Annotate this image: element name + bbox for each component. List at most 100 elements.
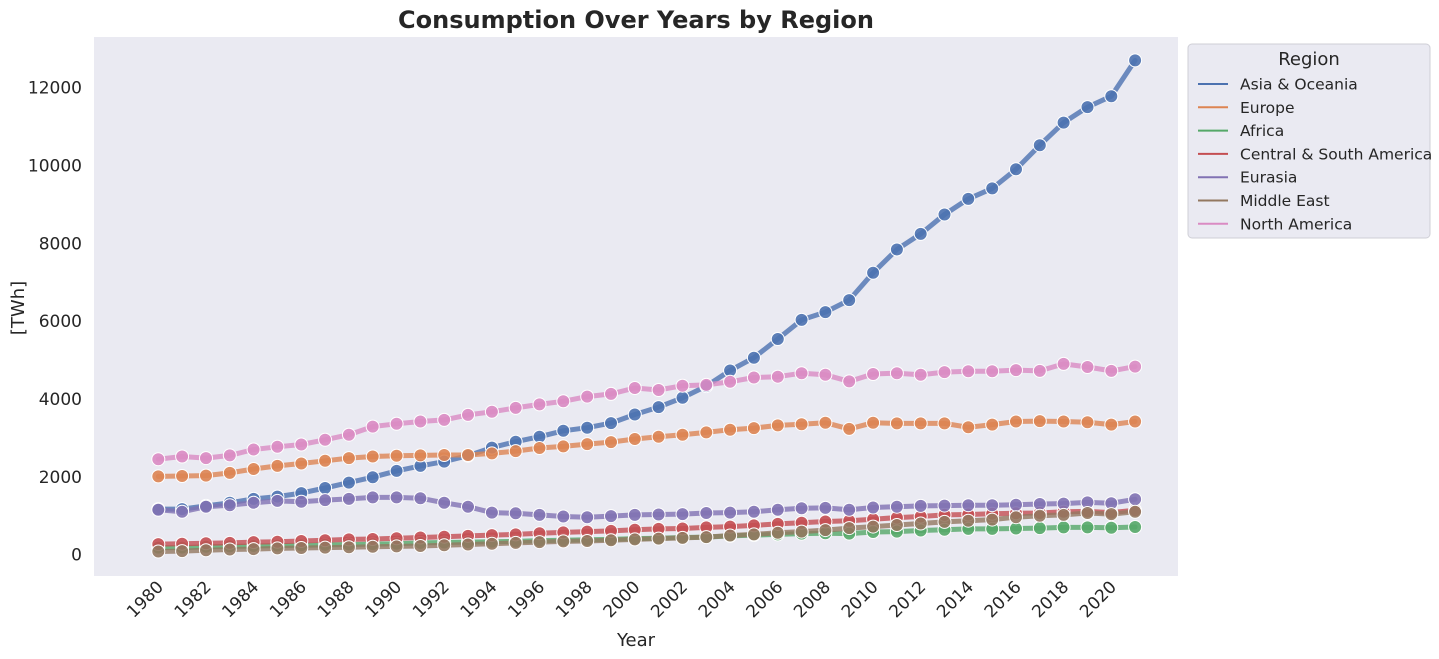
data-point-north-america	[413, 414, 428, 429]
data-point-middle-east	[651, 531, 666, 546]
data-point-europe	[508, 444, 523, 459]
data-point-asia-oceania	[1104, 89, 1119, 104]
data-point-middle-east	[604, 533, 618, 548]
series-points-eurasia	[151, 490, 1143, 525]
data-point-asia-oceania	[604, 416, 618, 431]
data-point-asia-oceania	[746, 350, 761, 365]
data-point-middle-east	[580, 534, 595, 548]
x-tick-label: 2006	[743, 577, 788, 622]
legend-label: Europe	[1240, 99, 1295, 117]
data-point-europe	[770, 418, 785, 433]
data-point-eurasia	[651, 507, 666, 522]
data-point-eurasia	[461, 499, 475, 514]
data-point-eurasia	[341, 491, 356, 506]
data-point-eurasia	[222, 498, 237, 513]
data-point-eurasia	[389, 490, 404, 505]
data-point-africa	[1032, 521, 1047, 536]
data-point-middle-east	[818, 523, 833, 538]
data-point-eurasia	[175, 504, 190, 519]
y-tick-label: 6000	[39, 312, 82, 332]
data-point-middle-east	[794, 524, 809, 539]
data-point-europe	[1032, 414, 1047, 429]
data-point-asia-oceania	[365, 470, 380, 485]
data-point-eurasia	[627, 507, 642, 522]
data-point-europe	[746, 421, 761, 436]
data-point-north-america	[1009, 363, 1023, 378]
series-points-north-america	[151, 356, 1143, 467]
data-point-north-america	[746, 370, 761, 385]
data-point-middle-east	[365, 539, 380, 554]
data-point-north-america	[842, 374, 857, 389]
data-point-africa	[1056, 520, 1071, 535]
data-point-middle-east	[270, 541, 285, 556]
data-point-europe	[1056, 414, 1071, 429]
data-point-middle-east	[532, 535, 547, 550]
data-point-north-america	[580, 389, 595, 404]
data-point-eurasia	[318, 493, 333, 508]
data-point-eurasia	[842, 502, 857, 517]
data-point-eurasia	[770, 502, 785, 517]
data-point-eurasia	[1009, 497, 1023, 512]
data-point-middle-east	[318, 540, 333, 555]
data-point-north-america	[627, 381, 642, 395]
x-axis-label: Year	[616, 630, 656, 651]
data-point-europe	[580, 437, 595, 452]
data-point-europe	[627, 432, 642, 446]
data-point-europe	[913, 416, 928, 431]
chart-title: Consumption Over Years by Region	[398, 6, 874, 34]
data-point-asia-oceania	[1080, 100, 1095, 115]
data-point-north-america	[675, 378, 690, 393]
x-tick-label: 2008	[790, 577, 835, 622]
data-point-asia-oceania	[937, 207, 952, 222]
data-point-asia-oceania	[985, 181, 1000, 196]
data-point-eurasia	[889, 499, 904, 514]
data-point-north-america	[699, 377, 714, 392]
y-axis-label: [TWh]	[8, 281, 29, 335]
data-point-middle-east	[341, 540, 356, 555]
data-point-europe	[961, 420, 976, 435]
data-point-eurasia	[794, 501, 809, 516]
data-point-middle-east	[508, 535, 523, 550]
x-tick-label: 1980	[123, 577, 168, 622]
x-tick-label: 1988	[314, 577, 359, 622]
x-tick-label: 1992	[409, 577, 454, 622]
data-point-north-america	[389, 416, 404, 431]
data-point-middle-east	[889, 518, 904, 532]
data-point-europe	[341, 451, 356, 466]
data-point-north-america	[175, 449, 190, 464]
data-point-asia-oceania	[389, 463, 404, 478]
data-point-eurasia	[294, 494, 309, 509]
x-tick-label: 2014	[933, 577, 978, 622]
data-point-middle-east	[866, 519, 881, 534]
data-point-middle-east	[484, 536, 499, 551]
data-point-europe	[413, 448, 428, 463]
data-point-eurasia	[556, 509, 571, 524]
legend-item: North America	[1198, 215, 1352, 233]
data-point-asia-oceania	[1056, 115, 1071, 130]
legend-item: Eurasia	[1198, 169, 1297, 187]
data-point-middle-east	[627, 532, 642, 547]
data-point-north-america	[365, 419, 380, 434]
legend-label: North America	[1240, 215, 1352, 233]
y-axis-ticks: 0 2000 4000 6000 8000 10000 12000	[28, 79, 82, 566]
data-point-europe	[532, 441, 547, 455]
data-point-eurasia	[151, 502, 166, 517]
data-point-eurasia	[985, 498, 1000, 513]
data-point-eurasia	[1128, 492, 1143, 507]
data-point-asia-oceania	[675, 390, 690, 405]
data-point-north-america	[341, 427, 356, 442]
legend-item: Central & South America	[1198, 145, 1432, 163]
y-tick-label: 10000	[28, 156, 82, 176]
data-point-asia-oceania	[818, 305, 833, 320]
data-point-europe	[985, 417, 1000, 432]
data-point-eurasia	[532, 507, 547, 522]
data-point-europe	[1128, 414, 1143, 429]
data-point-asia-oceania	[318, 481, 333, 495]
data-point-middle-east	[937, 514, 952, 529]
data-point-middle-east	[556, 534, 571, 549]
data-point-north-america	[723, 374, 738, 389]
data-point-europe	[818, 415, 833, 430]
x-tick-label: 1986	[266, 577, 311, 622]
data-point-europe	[222, 465, 237, 480]
data-point-asia-oceania	[913, 226, 928, 241]
